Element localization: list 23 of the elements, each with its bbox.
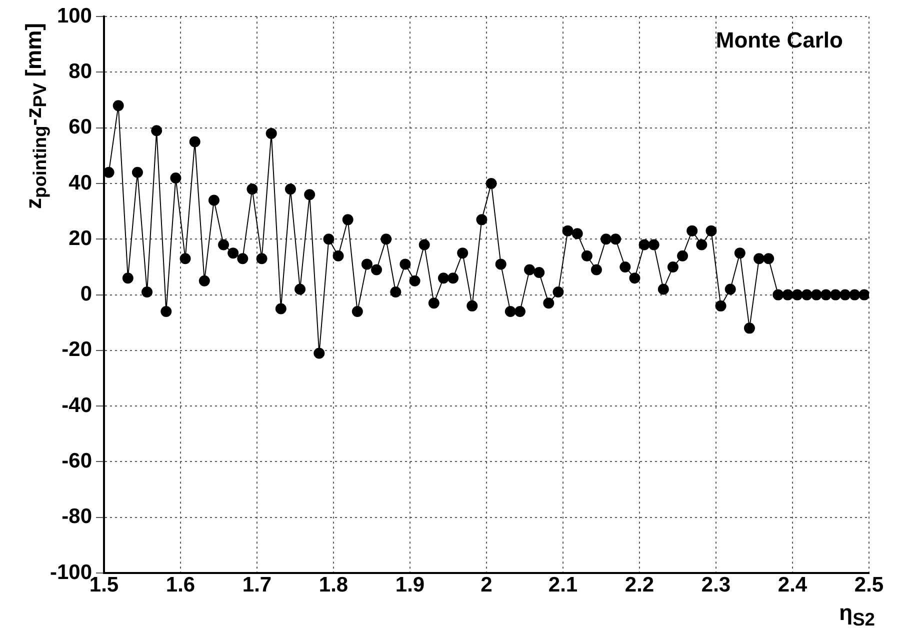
y-tick-label: -20 [62,338,92,362]
x-tick-label: 2.4 [778,573,808,596]
y-tick-label: -60 [62,450,92,473]
y-tick-label: -40 [62,394,92,417]
x-tick-label: 2.2 [624,573,654,596]
x-axis-title: η$_{S2}$ [839,600,875,630]
x-tick-label: 1.8 [318,573,348,596]
y-tick-label: 40 [68,171,92,194]
y-tick-label: 100 [56,4,92,28]
y-tick-label: -80 [62,505,92,528]
y-tick-label: 60 [68,116,92,139]
y-tick-label: 0 [80,282,92,306]
x-tick-label: 2.5 [854,573,884,596]
y-tick-label: 80 [68,60,92,84]
y-tick-label: 20 [68,226,92,250]
x-tick-label: 2.1 [548,573,578,596]
x-tick-label: 1.7 [242,573,272,596]
y-tick-label: -100 [50,560,92,584]
x-tick-label: 1.9 [395,573,425,596]
x-tick-label: 1.6 [166,573,196,596]
x-tick-label: 2.3 [701,573,731,596]
annotation: Monte Carlo [716,28,843,53]
x-tick-label: 2 [480,573,492,596]
